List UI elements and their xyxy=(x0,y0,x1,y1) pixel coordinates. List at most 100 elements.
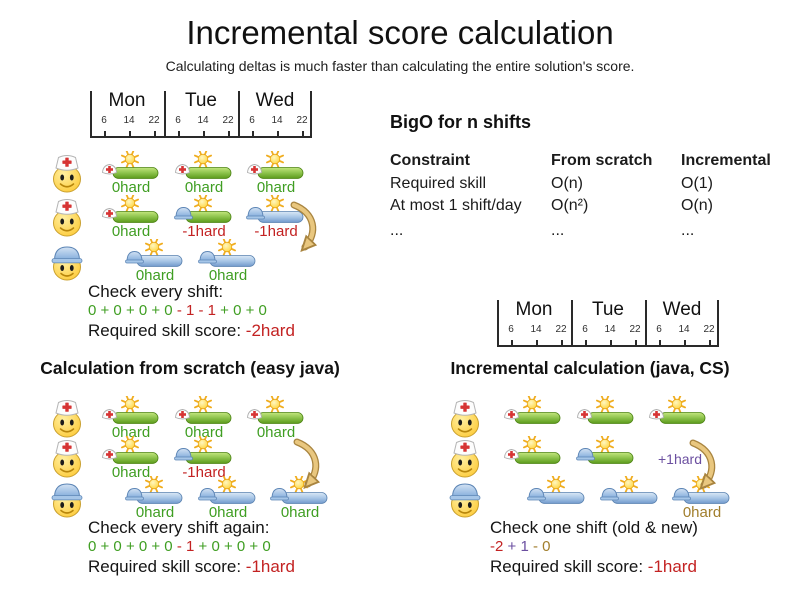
timeline-baseline xyxy=(90,136,312,138)
score-value: -2hard xyxy=(245,321,295,340)
hour-label: 22 xyxy=(148,115,160,126)
day-separator xyxy=(164,91,166,138)
hour-label: 22 xyxy=(629,324,641,335)
shift-blue-bar-builder-cap xyxy=(526,474,588,508)
shift-green-bar-nurse-cap xyxy=(575,394,637,428)
timeline-right: Mon 6 14 22 Tue 6 14 22 Wed 6 14 22 xyxy=(497,299,719,347)
day-label: Tue xyxy=(591,299,625,320)
shift-blue-bar-builder-cap xyxy=(124,237,186,271)
expression-segment: - 0 xyxy=(528,538,551,555)
hour-label: 14 xyxy=(604,324,616,335)
score-prefix: Required skill score: xyxy=(490,557,648,576)
day-separator xyxy=(90,91,92,138)
hour-label: 6 xyxy=(175,115,181,126)
employee-icon-nurse xyxy=(48,194,86,238)
shift-score-label: 0hard xyxy=(208,267,248,284)
shift-blue-bar-builder-cap xyxy=(269,474,331,508)
employee-icon-builder xyxy=(48,238,86,282)
hour-label: 6 xyxy=(508,324,514,335)
bigo-col-header: From scratch xyxy=(551,152,653,169)
expression-segment: - 1 - 1 xyxy=(176,302,217,319)
shift-green-bar-nurse-cap xyxy=(100,193,162,227)
heading-incremental: Incremental calculation (java, CS) xyxy=(450,358,730,378)
shift-green-bar-builder-cap xyxy=(173,193,235,227)
hour-tick xyxy=(610,340,612,347)
shift-score-label: 0hard xyxy=(256,424,296,441)
hour-label: 6 xyxy=(101,115,107,126)
bigo-heading: BigO for n shifts xyxy=(390,112,531,132)
check-title: Check one shift (old & new) xyxy=(490,518,698,537)
day-separator xyxy=(571,300,573,347)
bigo-cell: O(n) xyxy=(681,197,713,214)
day-separator xyxy=(717,300,719,347)
employee-icon-nurse xyxy=(48,150,86,194)
bigo-cell: Required skill xyxy=(390,175,487,192)
expression-segment: + 1 xyxy=(503,538,529,555)
expression-segment: + 0 + 0 + 0 xyxy=(194,538,271,555)
score-prefix: Required skill score: xyxy=(88,557,246,576)
shift-green-bar-nurse-cap xyxy=(173,394,235,428)
hour-label: 6 xyxy=(249,115,255,126)
shift-green-bar-nurse-cap xyxy=(245,394,307,428)
shift-green-bar-nurse-cap xyxy=(100,394,162,428)
hour-label: 22 xyxy=(222,115,234,126)
shift-score-label: -1hard xyxy=(182,464,226,481)
slide-title: Incremental score calculation xyxy=(186,14,614,51)
shift-green-bar-builder-cap xyxy=(575,434,637,468)
shift-score-label: 0hard xyxy=(111,424,151,441)
expression-segment: -2 xyxy=(490,538,504,555)
hour-tick xyxy=(585,340,587,347)
expression-segment: 0 + 0 + 0 + 0 xyxy=(88,302,177,319)
hour-label: 22 xyxy=(555,324,567,335)
hour-label: 14 xyxy=(271,115,283,126)
score-value: -1hard xyxy=(245,557,295,576)
hour-tick xyxy=(511,340,513,347)
shift-score-label: 0hard xyxy=(280,504,320,521)
employee-icon-nurse xyxy=(446,395,484,439)
hour-tick xyxy=(252,131,254,138)
score-expression: -2 + 1 - 0 xyxy=(490,539,698,555)
employee-icon-nurse xyxy=(48,395,86,439)
hour-tick xyxy=(635,340,637,347)
expression-segment: + 0 + 0 xyxy=(216,302,267,319)
hour-tick xyxy=(203,131,205,138)
hour-label: 6 xyxy=(582,324,588,335)
hour-label: 14 xyxy=(678,324,690,335)
hour-tick xyxy=(129,131,131,138)
day-label: Wed xyxy=(255,90,295,111)
hour-tick xyxy=(228,131,230,138)
bigo-cell: ... xyxy=(551,222,565,239)
bigo-cell: ... xyxy=(681,222,695,239)
hour-label: 22 xyxy=(296,115,308,126)
shift-score-label: -1hard xyxy=(182,223,226,240)
shift-green-bar-nurse-cap xyxy=(100,434,162,468)
shift-score-label: 0hard xyxy=(111,179,151,196)
hour-tick xyxy=(302,131,304,138)
hour-label: 14 xyxy=(197,115,209,126)
day-label: Wed xyxy=(662,299,702,320)
bigo-col-header: Incremental xyxy=(681,152,771,169)
check-block-incremental: Check one shift (old & new) -2 + 1 - 0 R… xyxy=(490,518,698,577)
employee-icon-nurse xyxy=(446,435,484,479)
shift-score-label: 0hard xyxy=(111,223,151,240)
shift-blue-bar-builder-cap xyxy=(599,474,661,508)
hour-tick xyxy=(277,131,279,138)
day-separator xyxy=(645,300,647,347)
shift-score-label: 0hard xyxy=(682,504,722,521)
bigo-cell: ... xyxy=(390,222,404,239)
timeline-left: Mon 6 14 22 Tue 6 14 22 Wed 6 14 22 xyxy=(90,90,312,138)
hour-label: 14 xyxy=(123,115,135,126)
check-title: Check every shift: xyxy=(88,282,224,301)
day-separator xyxy=(497,300,499,347)
shift-green-bar-nurse-cap xyxy=(502,394,564,428)
shift-score-label: 0hard xyxy=(184,424,224,441)
move-arrow-icon xyxy=(686,438,722,496)
employee-icon-builder xyxy=(48,475,86,519)
hour-tick xyxy=(178,131,180,138)
score-expression: 0 + 0 + 0 + 0 - 1 + 0 + 0 + 0 xyxy=(88,539,295,555)
hour-tick xyxy=(709,340,711,347)
bigo-cell: At most 1 shift/day xyxy=(390,197,522,214)
shift-blue-bar-builder-cap xyxy=(197,474,259,508)
shift-blue-bar-builder-cap xyxy=(197,237,259,271)
